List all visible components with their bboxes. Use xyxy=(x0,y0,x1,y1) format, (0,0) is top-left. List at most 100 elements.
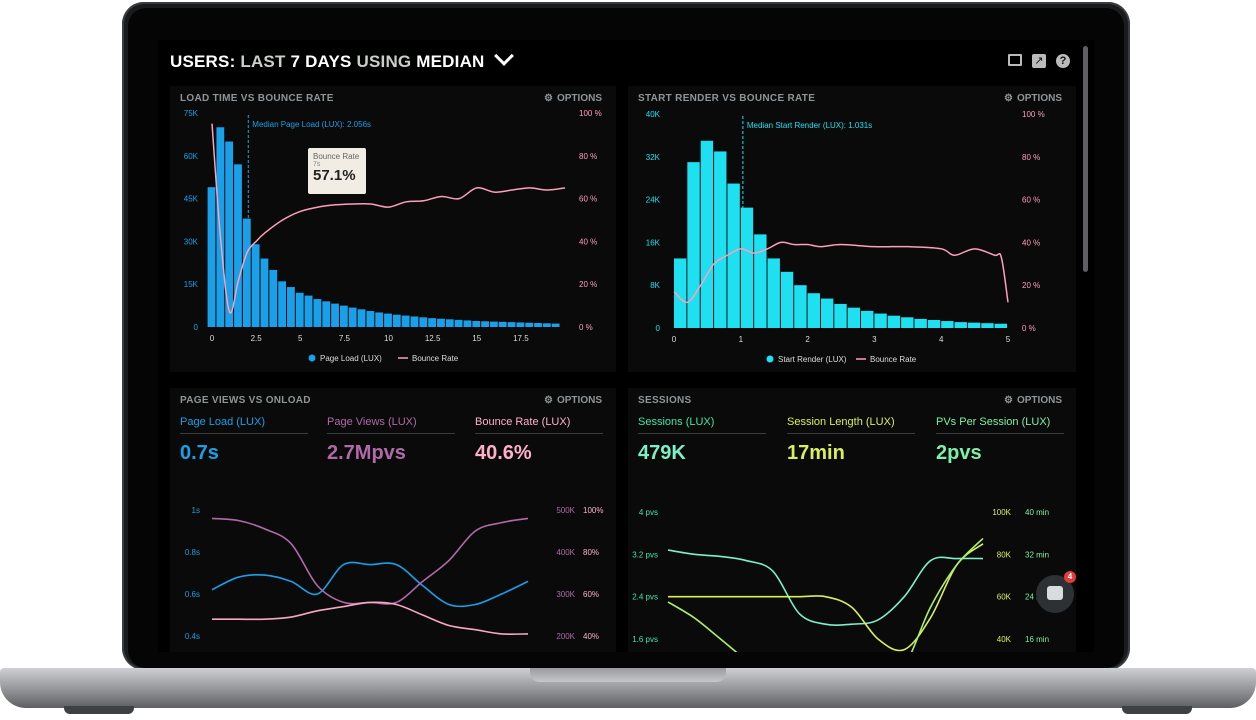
y-tick-label: 60K xyxy=(997,593,1012,602)
y-tick-label: 15K xyxy=(184,280,199,289)
legend-label: Bounce Rate xyxy=(412,354,459,363)
share-icon[interactable]: ↗ xyxy=(1032,54,1046,68)
chevron-down-icon[interactable] xyxy=(494,46,515,66)
kpi-value: 17min xyxy=(787,442,845,464)
y2-tick-label: 40 % xyxy=(1022,238,1040,247)
x-tick-label: 7.5 xyxy=(339,334,351,343)
kpi-page-load[interactable]: Page Load (LUX) 0.7s xyxy=(180,416,308,465)
bar xyxy=(428,318,437,327)
y-tick-label: 8K xyxy=(650,281,660,290)
y-tick-label: 1s xyxy=(192,506,200,515)
kpi-label: Page Load (LUX) xyxy=(180,416,308,434)
y2-tick-label: 20 % xyxy=(579,280,597,289)
help-icon[interactable]: ? xyxy=(1056,54,1070,68)
gear-icon: ⚙ xyxy=(1004,395,1013,406)
bar xyxy=(981,323,994,328)
panel-sessions: SESSIONS ⚙ OPTIONS Sessions (LUX) 479K Se… xyxy=(628,388,1076,652)
series-line xyxy=(211,517,529,605)
y2-tick-label: 100 % xyxy=(579,109,602,118)
laptop-foot-left xyxy=(64,706,134,714)
bar xyxy=(295,292,304,327)
y-tick-label: 16 min xyxy=(1025,635,1049,644)
bar xyxy=(242,218,251,327)
legend-label: Start Render (LUX) xyxy=(778,355,847,364)
bar xyxy=(472,321,481,327)
kpi-value: 2.7Mpvs xyxy=(327,442,406,464)
x-tick-label: 4 xyxy=(939,335,944,344)
options-button[interactable]: ⚙ OPTIONS xyxy=(1004,395,1062,406)
title-aggregate[interactable]: MEDIAN xyxy=(416,52,485,71)
bar xyxy=(251,244,260,327)
options-button[interactable]: ⚙ OPTIONS xyxy=(1004,93,1062,104)
bar xyxy=(234,164,242,327)
scrollbar[interactable] xyxy=(1083,46,1088,272)
kpi-bounce-rate[interactable]: Bounce Rate (LUX) 40.6% xyxy=(475,416,603,465)
y-tick-label: 24K xyxy=(646,196,661,205)
kpi-label: Session Length (LUX) xyxy=(787,416,915,434)
start-render-chart: 0 8K 16K 24K 32K 40K 0 % 20 % 40 % 60 % 80 % 100 % 0… xyxy=(646,110,1045,364)
y-tick-label: 40K xyxy=(997,635,1012,644)
bar xyxy=(463,320,472,327)
median-annotation: Median Page Load (LUX): 2.056s xyxy=(252,120,371,129)
title-using: USING xyxy=(356,52,412,71)
title-period[interactable]: 7 DAYS xyxy=(290,52,352,71)
y2-tick-label: 100 % xyxy=(1022,110,1045,119)
panel-title: SESSIONS xyxy=(638,395,692,406)
y2-tick-label: 40 % xyxy=(579,237,597,246)
y-tick-label: 4 pvs xyxy=(639,508,658,517)
tooltip-sub: 7s xyxy=(313,161,321,168)
bar xyxy=(687,162,700,328)
kpi-pvs-per-session[interactable]: PVs Per Session (LUX) 2pvs xyxy=(936,416,1064,465)
kpi-label: Sessions (LUX) xyxy=(638,416,766,434)
kpi-session-length[interactable]: Session Length (LUX) 17min xyxy=(787,416,915,465)
bar xyxy=(348,307,357,327)
bar xyxy=(847,307,861,328)
laptop-foot-right xyxy=(1122,706,1192,714)
kpi-sessions[interactable]: Sessions (LUX) 479K xyxy=(638,416,766,465)
y-tick-label: 75K xyxy=(184,109,199,118)
kpi-page-views[interactable]: Page Views (LUX) 2.7Mpvs xyxy=(327,416,455,465)
y-tick-label: 40K xyxy=(646,110,661,119)
y-tick-label: 0.8s xyxy=(185,548,200,557)
page-title[interactable]: USERS: LAST 7 DAYS USING MEDIAN xyxy=(170,46,515,72)
bar xyxy=(874,313,887,328)
options-label: OPTIONS xyxy=(556,93,602,104)
y-tick-label: 32 min xyxy=(1025,550,1049,559)
bar xyxy=(754,234,767,328)
y-tick-label: 40% xyxy=(583,632,599,641)
bar xyxy=(339,305,348,327)
bar xyxy=(454,319,463,327)
y-tick-label: 100% xyxy=(583,506,603,515)
dashboard-screen: USERS: LAST 7 DAYS USING MEDIAN ↗ ? LOAD… xyxy=(158,40,1094,652)
y-tick-label: 3.2 pvs xyxy=(632,550,658,559)
y-tick-label: 16K xyxy=(646,238,661,247)
chat-button[interactable]: 4 xyxy=(1036,571,1076,613)
bar xyxy=(225,141,234,327)
options-button[interactable]: ⚙ OPTIONS xyxy=(544,395,602,406)
x-tick-label: 15 xyxy=(472,334,481,343)
y-tick-label: 40 min xyxy=(1025,508,1049,517)
bar xyxy=(551,323,560,327)
series-line xyxy=(211,561,529,608)
bar xyxy=(278,281,286,327)
bar xyxy=(392,314,401,327)
chat-icon xyxy=(1047,586,1063,600)
y-tick-label: 80K xyxy=(997,550,1012,559)
bar xyxy=(401,315,410,327)
options-button[interactable]: ⚙ OPTIONS xyxy=(544,93,602,104)
bar xyxy=(498,321,507,327)
y-tick-label: 80% xyxy=(583,548,599,557)
bar xyxy=(490,321,498,327)
legend-swatch xyxy=(308,354,316,362)
kpi-label: Page Views (LUX) xyxy=(327,416,455,434)
y-tick-label: 300K xyxy=(556,590,575,599)
y-tick-label: 60K xyxy=(184,152,199,161)
y2-tick-label: 0 % xyxy=(579,323,593,332)
bar xyxy=(727,183,740,328)
bar xyxy=(714,151,727,328)
bar xyxy=(437,318,445,327)
bar xyxy=(260,258,269,327)
monitor-icon[interactable] xyxy=(1008,54,1022,66)
tooltip-value: 57.1% xyxy=(313,167,356,184)
kpi-value: 479K xyxy=(638,442,686,464)
